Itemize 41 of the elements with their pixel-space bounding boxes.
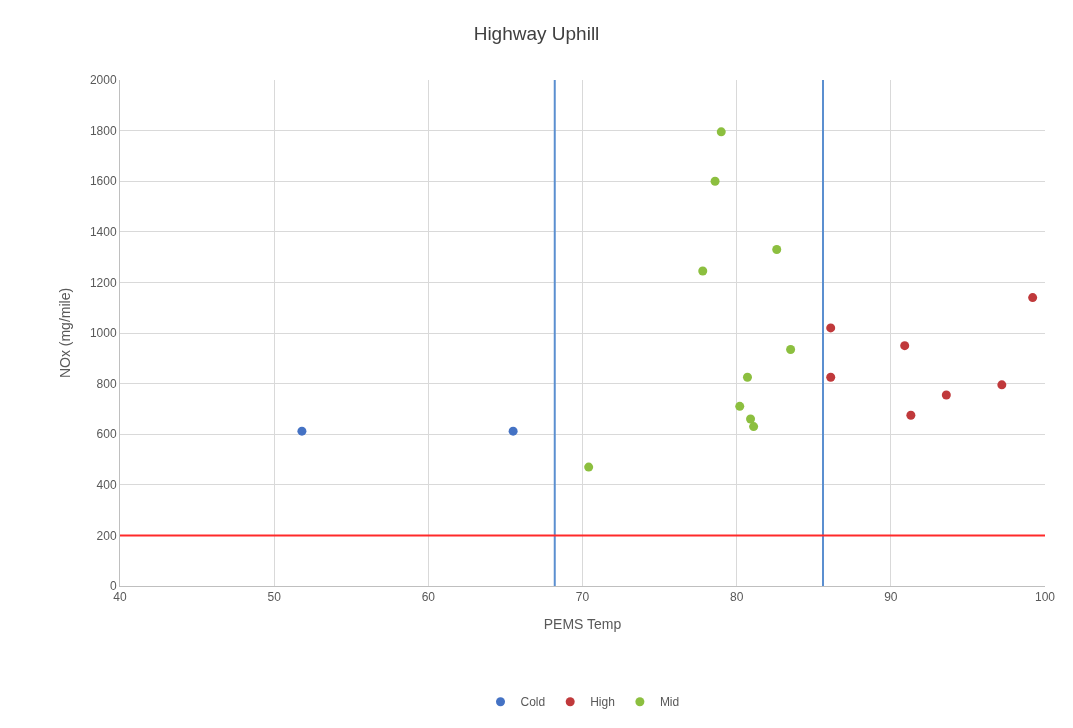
y-tick-label: 1200	[89, 275, 117, 290]
point	[749, 422, 759, 432]
x-axis-title: PEMS Temp	[543, 615, 622, 632]
y-tick-label: 800	[96, 376, 117, 391]
point	[584, 462, 594, 472]
x-tick-label: 90	[884, 590, 898, 605]
y-tick-label: 1400	[89, 225, 117, 239]
legend-label: Cold	[520, 695, 546, 710]
x-tick-label: 70	[575, 590, 590, 605]
point	[786, 344, 796, 354]
point	[297, 426, 307, 436]
chart-title: Highway Uphill	[473, 23, 600, 44]
x-tick-label: 50	[267, 590, 282, 605]
y-tick-label: 600	[96, 427, 117, 442]
legend-label: High	[590, 695, 615, 710]
point	[710, 176, 720, 186]
point	[941, 390, 951, 400]
point	[826, 372, 836, 382]
point	[716, 127, 726, 137]
y-tick-label: 1600	[89, 174, 117, 189]
y-tick-label: 2000	[89, 73, 117, 88]
point	[826, 323, 836, 333]
y-tick-label: 1000	[89, 326, 117, 341]
point	[742, 372, 752, 382]
y-axis-title: NOx (mg/mile)	[57, 287, 74, 379]
legend-label: Mid	[659, 695, 680, 710]
point	[772, 245, 782, 255]
x-tick-label: 80	[729, 590, 744, 605]
point	[1028, 293, 1038, 303]
point	[508, 426, 518, 436]
point	[906, 410, 916, 420]
point	[746, 414, 756, 424]
x-tick-label: 60	[421, 590, 436, 605]
y-tick-label: 400	[96, 478, 117, 492]
point	[900, 341, 910, 351]
point	[698, 266, 708, 276]
point	[735, 401, 745, 411]
y-tick-label: 1800	[89, 123, 117, 138]
x-tick-label: 100	[1034, 590, 1056, 605]
y-tick-label: 200	[96, 528, 117, 543]
point	[997, 380, 1007, 390]
